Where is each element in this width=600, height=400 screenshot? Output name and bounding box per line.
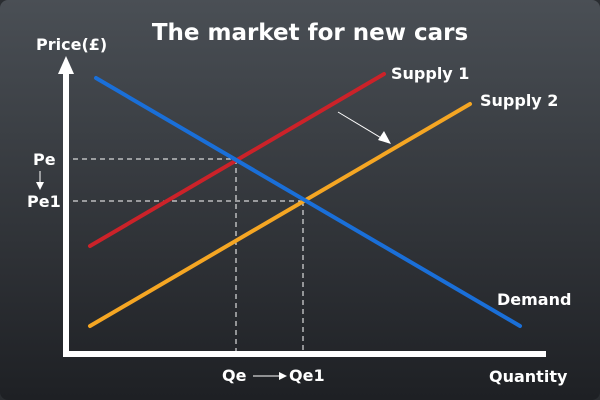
x-axis-label: Quantity bbox=[489, 367, 568, 386]
equilibrium-guides bbox=[64, 158, 304, 354]
pe1-label: Pe1 bbox=[27, 192, 61, 211]
supply-shift-arrow-icon bbox=[337, 111, 391, 144]
axes bbox=[58, 56, 546, 357]
pe-label: Pe bbox=[33, 150, 56, 169]
qe1-label: Qe1 bbox=[289, 366, 325, 385]
supply-2-label: Supply 2 bbox=[480, 91, 558, 110]
qe-label: Qe bbox=[222, 366, 247, 385]
quantity-right-arrow-icon bbox=[253, 372, 287, 380]
supply-2-curve bbox=[88, 102, 472, 328]
supply-1-label: Supply 1 bbox=[391, 64, 469, 83]
demand-curve bbox=[94, 76, 522, 328]
y-axis-label: Price(£) bbox=[36, 35, 107, 54]
price-down-arrow-icon bbox=[36, 171, 44, 190]
demand-label: Demand bbox=[497, 290, 571, 309]
y-axis-arrowhead-icon bbox=[58, 56, 74, 74]
diagram-title: The market for new cars bbox=[152, 20, 468, 46]
